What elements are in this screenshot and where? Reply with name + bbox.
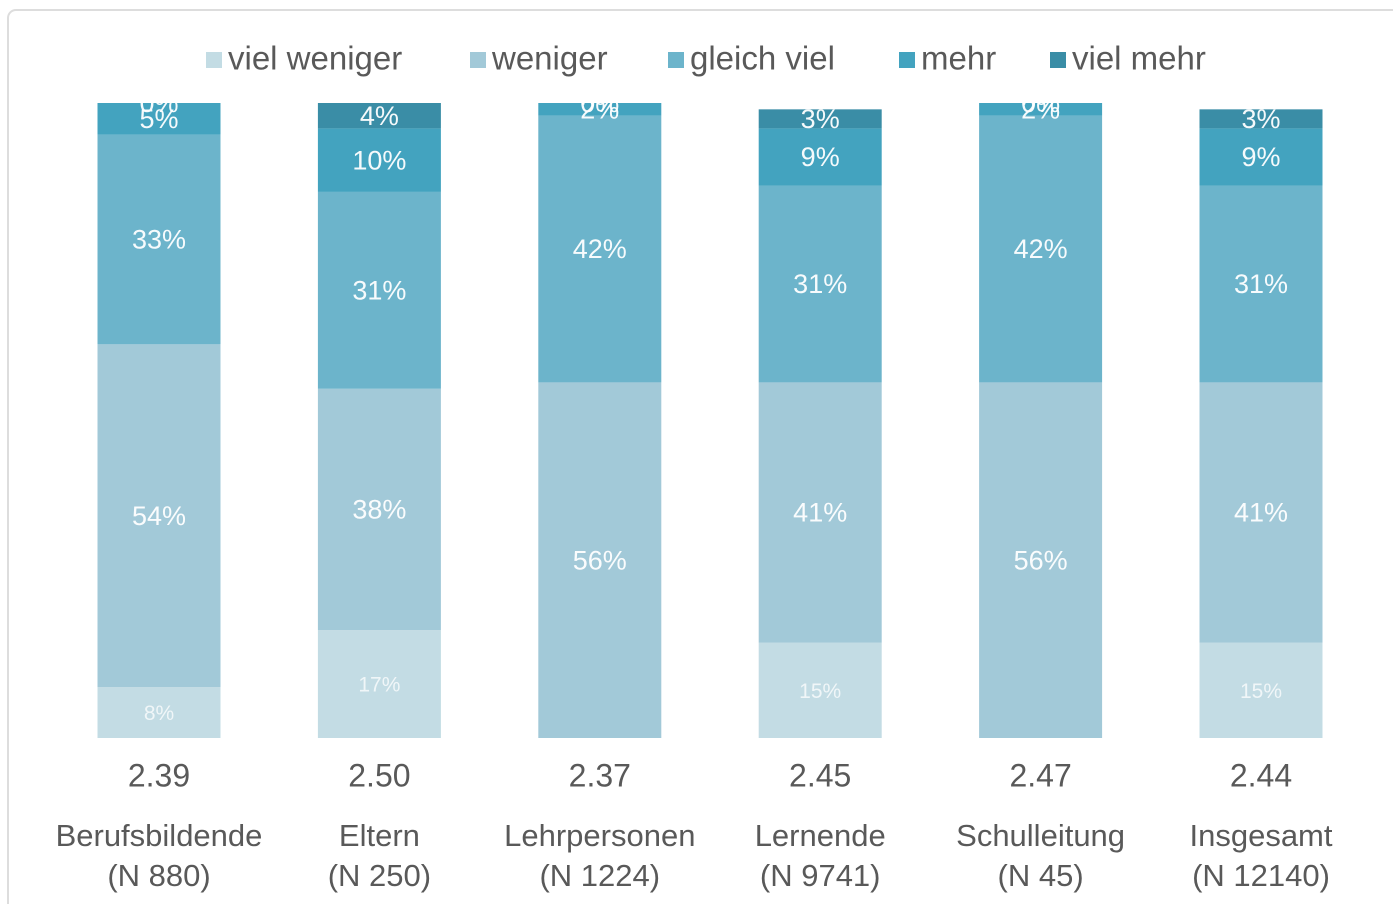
data-label: 54%	[132, 501, 186, 531]
data-label: 31%	[1234, 269, 1288, 299]
data-label: 0%	[1021, 88, 1060, 118]
x-tick-sublabel: (N 250)	[328, 858, 431, 893]
data-label: 5%	[139, 104, 178, 134]
mean-label: 2.45	[789, 757, 851, 793]
x-tick-label: Lehrpersonen	[504, 818, 695, 853]
data-label: 2%	[1021, 94, 1060, 124]
data-label: 33%	[132, 225, 186, 255]
x-tick-sublabel: (N 12140)	[1192, 858, 1330, 893]
legend-swatch	[1050, 52, 1066, 68]
bar-segment	[1199, 642, 1323, 738]
bar-segment	[758, 128, 882, 186]
bar-segment	[1199, 185, 1323, 383]
data-label: 9%	[801, 142, 840, 172]
bar-segment	[97, 344, 221, 688]
bar-segment	[97, 103, 221, 135]
data-label: 41%	[1234, 498, 1288, 528]
data-label: 15%	[799, 680, 841, 703]
x-tick-sublabel: (N 880)	[107, 858, 210, 893]
bar-segment	[1199, 128, 1323, 186]
data-label: 38%	[352, 495, 406, 525]
bar-segment	[97, 687, 221, 738]
mean-label: 2.39	[128, 757, 190, 793]
bar-segment	[538, 115, 662, 383]
data-label: 0%	[139, 88, 178, 118]
bar-segment	[1199, 109, 1323, 129]
data-label: 31%	[352, 275, 406, 305]
x-tick-label: Eltern	[339, 818, 420, 853]
bar-segment	[538, 382, 662, 738]
bar-segment	[979, 115, 1103, 383]
legend-swatch	[206, 52, 222, 68]
frame	[7, 9, 1393, 904]
legend-swatch	[668, 52, 684, 68]
data-label: 3%	[1241, 104, 1280, 134]
legend-swatch	[470, 52, 486, 68]
bar-segment	[317, 630, 441, 738]
x-tick-label: Schulleitung	[956, 818, 1125, 853]
x-tick-sublabel: (N 45)	[998, 858, 1084, 893]
mean-label: 2.37	[569, 757, 631, 793]
bar-segment	[317, 191, 441, 389]
bar-segment	[317, 103, 441, 129]
legend-label: weniger	[491, 40, 608, 77]
data-label: 42%	[573, 234, 627, 264]
bar-segment	[97, 134, 221, 345]
data-label: 56%	[1014, 545, 1068, 575]
data-label: 8%	[144, 702, 174, 725]
data-label: 41%	[793, 498, 847, 528]
mean-label: 2.50	[348, 757, 410, 793]
legend-swatch	[899, 52, 915, 68]
x-tick-label: Berufsbildende	[56, 818, 263, 853]
bar-segment	[1199, 382, 1323, 643]
bar-segment	[758, 382, 882, 643]
data-label: 56%	[573, 545, 627, 575]
bar-segment	[979, 103, 1103, 116]
legend-label: gleich viel	[690, 40, 835, 77]
bar-segment	[538, 103, 662, 116]
legend-label: viel weniger	[228, 40, 402, 77]
data-label: 4%	[360, 101, 399, 131]
data-label: 31%	[793, 269, 847, 299]
data-label: 0%	[580, 88, 619, 118]
mean-label: 2.47	[1009, 757, 1071, 793]
x-tick-sublabel: (N 1224)	[539, 858, 660, 893]
mean-label: 2.44	[1230, 757, 1292, 793]
bar-segment	[758, 185, 882, 383]
bar-segment	[317, 128, 441, 192]
data-label: 42%	[1014, 234, 1068, 264]
bar-segment	[317, 388, 441, 631]
data-label: 9%	[1241, 142, 1280, 172]
bar-segment	[758, 109, 882, 129]
data-label: 3%	[801, 104, 840, 134]
data-label: 10%	[352, 145, 406, 175]
x-tick-label: Insgesamt	[1189, 818, 1332, 853]
x-tick-sublabel: (N 9741)	[760, 858, 881, 893]
data-label: 2%	[580, 94, 619, 124]
data-label: 15%	[1240, 680, 1282, 703]
legend-label: viel mehr	[1072, 40, 1206, 77]
legend-label: mehr	[921, 40, 996, 77]
bar-segment	[979, 382, 1103, 738]
bar-segment	[758, 642, 882, 738]
x-tick-label: Lernende	[755, 818, 886, 853]
data-label: 17%	[358, 674, 400, 697]
